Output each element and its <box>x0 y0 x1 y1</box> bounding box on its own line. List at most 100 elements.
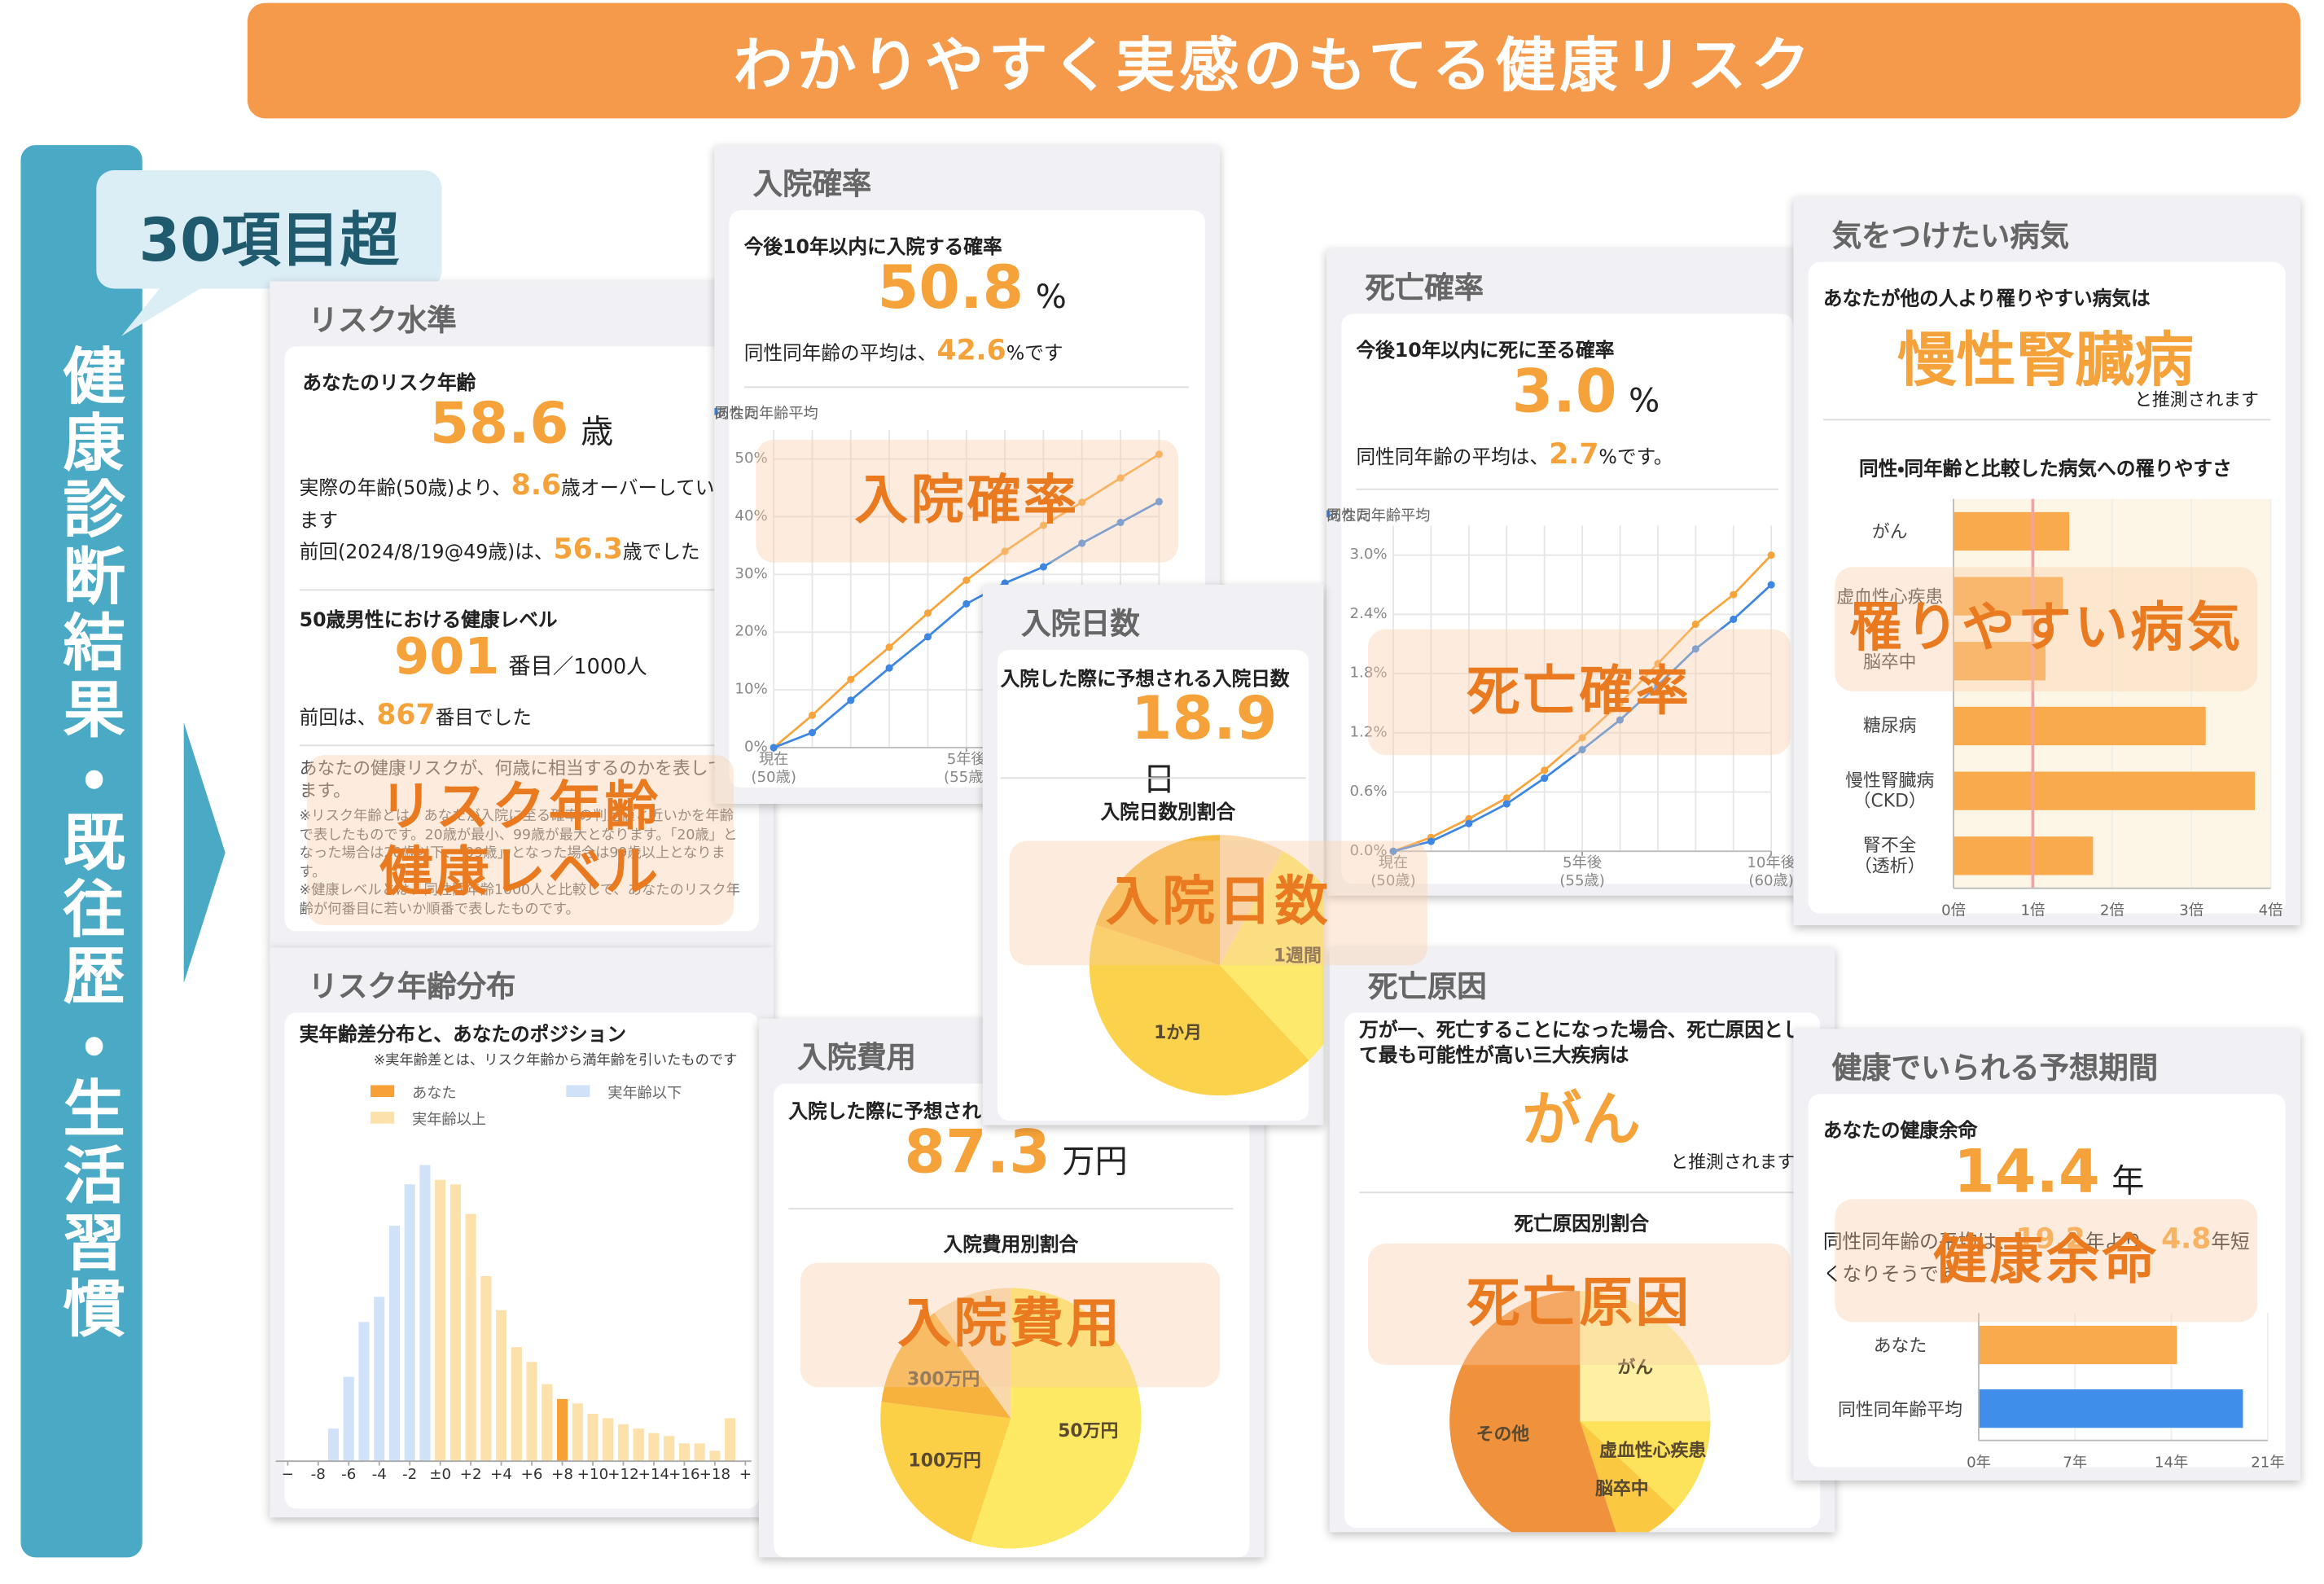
bar <box>648 1433 660 1462</box>
point <box>1078 498 1086 507</box>
y-tick-label: 20% <box>734 624 768 641</box>
divider <box>1356 488 1779 490</box>
text-line: 実際の年齢(50歳)より、8.6歳オーバーしています <box>300 471 730 538</box>
slice-label: 300万円 <box>906 1368 980 1390</box>
text: がん <box>1522 1086 1641 1155</box>
text-run: 年短くなりそうです <box>1822 1231 2250 1287</box>
bar <box>511 1347 522 1462</box>
point <box>847 696 855 704</box>
pie-slice <box>1089 924 1309 1096</box>
card: 死亡原因万が一、死亡することになった場合、死亡原因として最も可能性が高い三大疾病… <box>1329 947 1835 1533</box>
pie-slice <box>1095 835 1221 966</box>
point <box>1730 590 1738 599</box>
text-run: 8.6 <box>511 469 562 502</box>
category-label: 糖尿病 <box>1862 715 1917 737</box>
divider <box>299 589 744 591</box>
y-tick-label: 50% <box>734 450 768 467</box>
text-line: 50.8% <box>878 255 1174 323</box>
x-tick-label: 5年後 (55歳) <box>1559 855 1605 890</box>
legend-label: あなた <box>714 406 759 423</box>
notes: ※リスク年齢とは、あなたが入院に至る確率の判定値と近いかを年齢で表したものです。… <box>299 808 740 918</box>
pie-slice <box>1580 1421 1676 1533</box>
text-run: 同性同年齢の平均は、 <box>743 343 937 366</box>
legend-label: 同性同年齢平均 <box>714 406 818 423</box>
point <box>1691 645 1699 653</box>
text-run: 58.6 <box>429 390 569 456</box>
bar <box>404 1184 415 1462</box>
pie-slice <box>1220 851 1324 1060</box>
x-tick-label: 0倍 <box>1941 902 1966 919</box>
x-tick-label: 10年後 (60歳) <box>1747 855 1796 890</box>
bar <box>633 1428 644 1462</box>
point <box>1116 518 1125 527</box>
banner <box>247 2 2300 119</box>
pie-slice <box>881 1313 1011 1419</box>
x-tick-label: 3倍 <box>2179 902 2204 919</box>
x-tick-label: 現在 (50歳) <box>751 752 796 787</box>
text: 万が一、死亡することになった場合、死亡原因として最も可能性が高い三大疾病は <box>1359 1020 1803 1068</box>
legend-label: あなた <box>412 1086 457 1103</box>
text: と推測されます <box>1670 1152 1796 1173</box>
text: と推測されます <box>2134 389 2260 410</box>
point <box>1039 563 1047 571</box>
y-tick-label: 0.0% <box>1349 843 1388 860</box>
card-header: 健康でいられる予想期間 <box>1831 1049 2159 1086</box>
card-header: 死亡原因 <box>1368 968 1487 1004</box>
y-tick-label: 1.2% <box>1349 724 1388 741</box>
category-label: 慢性腎臓病 （CKD） <box>1845 770 1935 812</box>
x-tick-label: +14 <box>638 1467 670 1484</box>
card: 入院費用 入院した際に予想される入院費用 87.3 万円 入院費用別割合 50万円 100万… <box>758 1018 1265 1558</box>
bar <box>1953 771 2256 810</box>
bar <box>327 1428 340 1462</box>
text-run: 同性同年齢の平均は、 <box>1356 446 1550 470</box>
text-line: 14.4 年 <box>1953 1139 2279 1207</box>
point <box>962 576 971 584</box>
chart <box>1089 835 1324 1096</box>
bar <box>603 1418 614 1462</box>
point <box>885 643 893 652</box>
slice-label: 100万円 <box>908 1450 981 1472</box>
bar <box>1978 1389 2243 1428</box>
text-run: 87.3 <box>904 1119 1050 1187</box>
legend-swatch <box>371 1112 395 1124</box>
text: 今後10年以内に入院する確率 <box>743 236 1002 260</box>
text: あなたが他の人より罹りやすい病気は <box>1822 288 2151 311</box>
x-tick-label: +16 <box>669 1467 700 1484</box>
category-label: 腎不全 （透析） <box>1854 835 1926 877</box>
point <box>1116 474 1125 482</box>
bar <box>480 1275 492 1462</box>
text-run: 年より、 <box>2085 1231 2162 1254</box>
overlay: 罹りやすい病気 <box>1835 567 2258 691</box>
x-tick-label: +10 <box>577 1467 609 1484</box>
overlay: 健康余命 <box>1835 1199 2258 1323</box>
card-header: 入院日数 <box>1021 605 1140 642</box>
pie-slice <box>1449 1291 1616 1533</box>
point <box>1155 450 1163 459</box>
bar <box>526 1362 537 1462</box>
bar <box>374 1297 385 1462</box>
text-run: 前回は、 <box>299 707 377 731</box>
text-run: 2.7 <box>1549 438 1599 472</box>
point <box>1502 794 1511 802</box>
x-tick-label: +8 <box>551 1467 573 1484</box>
overlay: リスク年齢 健康レベル <box>306 755 734 926</box>
x-tick-label: 21年 <box>2251 1455 2285 1472</box>
slice-label: 1週間 <box>1273 946 1322 967</box>
chart <box>1978 1313 2269 1441</box>
card-header: 入院費用 <box>797 1039 916 1075</box>
text-line: 58.6 歳 <box>430 391 771 456</box>
bar <box>419 1165 431 1462</box>
x-tick-label: 7年 <box>2063 1455 2088 1472</box>
point <box>808 711 817 719</box>
pie-slice <box>1580 1291 1711 1422</box>
y-tick-label: 10% <box>734 682 768 699</box>
x-tick-label: − <box>281 1467 294 1484</box>
point <box>808 729 817 737</box>
overlay-label: リスク年齢 健康レベル <box>379 776 661 902</box>
text-run: %です。 <box>1598 446 1673 470</box>
chart <box>1953 498 2272 889</box>
x-tick-label: +4 <box>490 1467 513 1484</box>
point <box>1078 539 1086 547</box>
slice-label: 虚血性心疾患 <box>1599 1440 1707 1462</box>
